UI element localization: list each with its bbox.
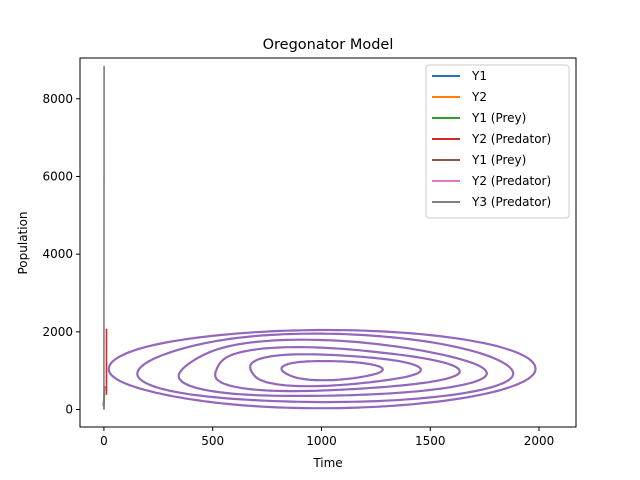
legend-label: Y1 (Prey) bbox=[471, 111, 526, 125]
orbit-loop-5 bbox=[136, 332, 515, 404]
x-tick-label: 500 bbox=[201, 434, 224, 448]
legend-box bbox=[425, 64, 570, 219]
y-tick-label: 8000 bbox=[42, 92, 73, 106]
legend-label: Y1 bbox=[471, 69, 487, 83]
legend-label: Y2 (Predator) bbox=[471, 174, 551, 188]
orbit-loop-2 bbox=[249, 353, 423, 388]
chart-title: Oregonator Model bbox=[263, 37, 394, 53]
axes-frame bbox=[79, 57, 577, 428]
y-tick-label: 4000 bbox=[42, 247, 73, 261]
x-tick-label: 1000 bbox=[306, 434, 337, 448]
orbit-loop-3 bbox=[214, 346, 461, 393]
x-tick-label: 1500 bbox=[415, 434, 446, 448]
legend-label: Y2 (Predator) bbox=[471, 132, 551, 146]
y-tick-label: 0 bbox=[65, 403, 73, 417]
orbit-loop-1 bbox=[280, 360, 384, 382]
orbit-loop-4 bbox=[177, 338, 488, 397]
y-tick-label: 2000 bbox=[42, 325, 73, 339]
x-axis-label: Time bbox=[312, 456, 342, 470]
y-tick-label: 6000 bbox=[42, 169, 73, 183]
legend: Y1 Y2 Y1 (Prey) Y2 (Predator) Y1 (Prey) Y2 (P… bbox=[425, 64, 570, 219]
legend-label: Y2 bbox=[471, 90, 487, 104]
plot-area bbox=[102, 65, 537, 410]
legend-label: Y1 (Prey) bbox=[471, 153, 526, 167]
x-tick-label: 0 bbox=[100, 434, 108, 448]
x-tick-label: 2000 bbox=[524, 434, 555, 448]
legend-label: Y3 (Predator) bbox=[471, 195, 551, 209]
y-axis-label: Population bbox=[16, 211, 30, 274]
orbit-loop-6 bbox=[107, 328, 537, 410]
axis-ticks: 0 500 1000 1500 2000 0 2000 4000 6000 8000 bbox=[42, 92, 554, 448]
